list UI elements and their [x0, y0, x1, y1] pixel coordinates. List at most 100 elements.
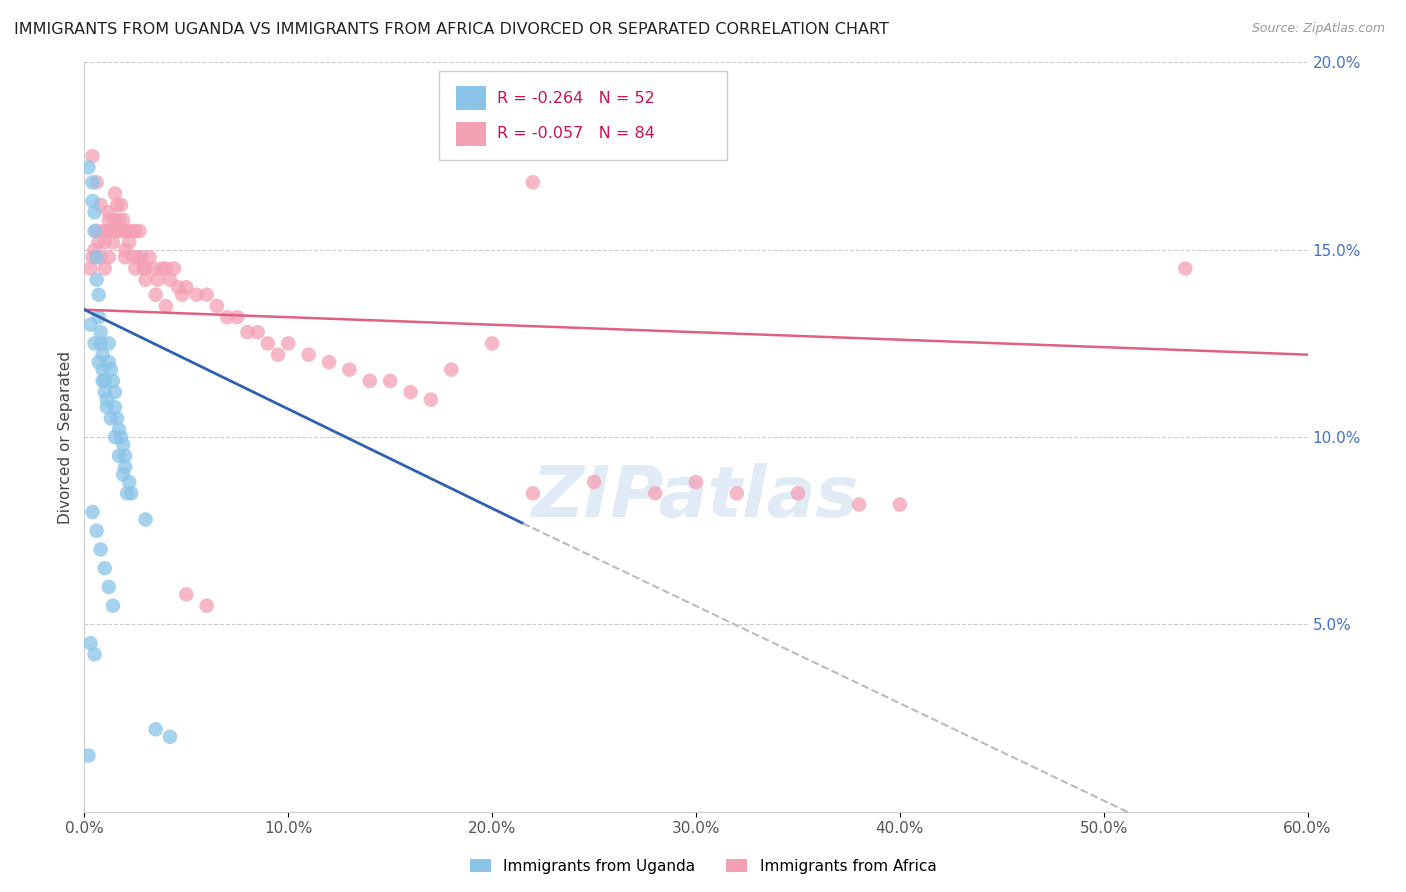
- Point: [97, 336, 120, 351]
- Point: [725, 486, 748, 500]
- Point: [97, 580, 120, 594]
- Point: [889, 498, 911, 512]
- Point: [96, 392, 118, 407]
- Point: [108, 212, 131, 227]
- Point: [114, 224, 136, 238]
- Point: [100, 224, 122, 238]
- Point: [145, 723, 167, 737]
- Point: [115, 486, 138, 500]
- Point: [87, 355, 110, 369]
- Point: [685, 475, 707, 489]
- Point: [167, 280, 190, 294]
- Point: [82, 175, 104, 189]
- Point: [90, 542, 112, 557]
- Point: [110, 224, 132, 238]
- Point: [97, 355, 120, 369]
- Point: [77, 161, 100, 175]
- Point: [83, 648, 105, 662]
- Point: [399, 385, 422, 400]
- Point: [174, 587, 197, 601]
- Point: [131, 250, 153, 264]
- Point: [101, 599, 124, 613]
- Point: [104, 186, 127, 201]
- Point: [644, 486, 666, 500]
- Point: [142, 261, 165, 276]
- FancyBboxPatch shape: [439, 71, 727, 160]
- Point: [339, 362, 361, 376]
- Point: [93, 261, 115, 276]
- Point: [83, 205, 105, 219]
- Point: [174, 280, 197, 294]
- Point: [186, 287, 208, 301]
- Point: [96, 400, 118, 414]
- Point: [104, 212, 127, 227]
- Point: [114, 243, 136, 257]
- Point: [172, 287, 194, 301]
- Point: [101, 374, 124, 388]
- Point: [1174, 261, 1197, 276]
- Point: [91, 374, 114, 388]
- Point: [583, 475, 606, 489]
- Point: [246, 325, 269, 339]
- Point: [114, 449, 136, 463]
- Point: [146, 273, 169, 287]
- Point: [83, 243, 105, 257]
- Text: ZIPatlas: ZIPatlas: [533, 463, 859, 532]
- Legend: Immigrants from Uganda, Immigrants from Africa: Immigrants from Uganda, Immigrants from …: [464, 853, 942, 880]
- Point: [93, 385, 115, 400]
- Point: [101, 235, 124, 250]
- Point: [257, 336, 280, 351]
- Point: [91, 224, 114, 238]
- Point: [124, 224, 146, 238]
- Point: [128, 224, 150, 238]
- Point: [205, 299, 228, 313]
- Point: [522, 175, 544, 189]
- Point: [112, 212, 135, 227]
- Text: Source: ZipAtlas.com: Source: ZipAtlas.com: [1251, 22, 1385, 36]
- Point: [420, 392, 443, 407]
- Point: [104, 400, 127, 414]
- Point: [359, 374, 381, 388]
- Point: [114, 460, 136, 475]
- Point: [86, 175, 108, 189]
- Point: [110, 430, 132, 444]
- Point: [77, 748, 100, 763]
- Point: [114, 250, 136, 264]
- Point: [481, 336, 503, 351]
- Point: [145, 287, 167, 301]
- Point: [112, 437, 135, 451]
- Point: [138, 250, 160, 264]
- Point: [86, 250, 108, 264]
- Point: [135, 261, 157, 276]
- Point: [120, 486, 142, 500]
- Point: [318, 355, 340, 369]
- Point: [87, 235, 110, 250]
- Point: [122, 250, 145, 264]
- Point: [267, 348, 290, 362]
- Point: [79, 318, 101, 332]
- Point: [86, 224, 108, 238]
- Point: [217, 310, 239, 325]
- Point: [93, 561, 115, 575]
- Point: [82, 250, 104, 264]
- Point: [86, 273, 108, 287]
- Point: [159, 273, 181, 287]
- FancyBboxPatch shape: [456, 87, 485, 111]
- Point: [195, 599, 218, 613]
- Point: [108, 423, 131, 437]
- Point: [135, 273, 157, 287]
- Text: IMMIGRANTS FROM UGANDA VS IMMIGRANTS FROM AFRICA DIVORCED OR SEPARATED CORRELATI: IMMIGRANTS FROM UGANDA VS IMMIGRANTS FRO…: [14, 22, 889, 37]
- Point: [90, 325, 112, 339]
- Point: [105, 198, 128, 212]
- Point: [120, 224, 142, 238]
- Point: [848, 498, 870, 512]
- Point: [100, 362, 122, 376]
- Point: [155, 261, 177, 276]
- Point: [118, 475, 141, 489]
- Point: [93, 235, 115, 250]
- Point: [127, 250, 149, 264]
- Point: [91, 348, 114, 362]
- Point: [96, 224, 118, 238]
- Point: [79, 261, 101, 276]
- Text: R = -0.057   N = 84: R = -0.057 N = 84: [496, 126, 654, 141]
